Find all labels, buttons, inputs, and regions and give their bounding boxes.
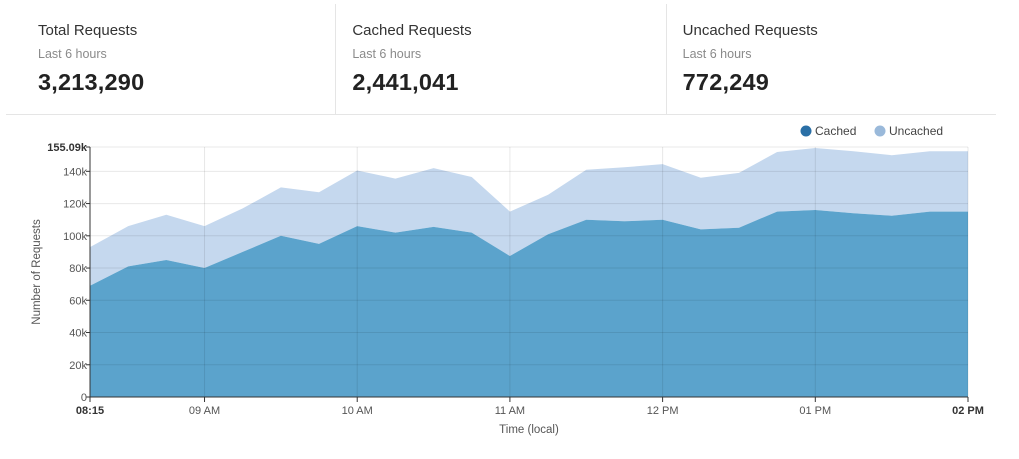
y-tick-label: 60k bbox=[69, 295, 87, 307]
stat-title: Cached Requests bbox=[352, 22, 472, 39]
legend: Cached Uncached bbox=[800, 124, 943, 138]
x-tick-label: 08:15 bbox=[76, 405, 104, 417]
stat-subtitle: Last 6 hours bbox=[38, 47, 107, 61]
stat-subtitle: Last 6 hours bbox=[352, 47, 422, 61]
legend-cached-swatch bbox=[800, 125, 812, 137]
y-tick-label: 120k bbox=[63, 199, 87, 211]
stat-value: 3,213,290 bbox=[38, 69, 145, 95]
y-axis-title: Number of Requests bbox=[31, 219, 43, 325]
x-tick-label: 01 PM bbox=[799, 405, 831, 417]
stat-value: 772,249 bbox=[682, 69, 770, 95]
legend-uncached-swatch bbox=[874, 125, 886, 137]
legend-uncached-label: Uncached bbox=[889, 124, 943, 138]
x-tick-label: 09 AM bbox=[189, 405, 220, 417]
stat-card-cached: Cached Requests Last 6 hours 2,441,041 bbox=[336, 4, 667, 114]
stat-title: Total Requests bbox=[38, 22, 138, 39]
stat-title: Uncached Requests bbox=[682, 22, 818, 39]
x-tick-label: 10 AM bbox=[342, 405, 373, 417]
stat-card-uncached: Uncached Requests Last 6 hours 772,249 bbox=[667, 4, 996, 114]
stat-card-total: Total Requests Last 6 hours 3,213,290 bbox=[6, 4, 337, 114]
y-tick-label: 0 bbox=[81, 392, 87, 404]
x-tick-label: 12 PM bbox=[647, 405, 679, 417]
x-axis-title: Time (local) bbox=[499, 424, 559, 436]
stats-row: Total Requests Last 6 hours 3,213,290 Ca… bbox=[6, 4, 996, 115]
y-tick-label: 140k bbox=[63, 166, 87, 178]
cached-area bbox=[90, 210, 968, 397]
stat-value: 2,441,041 bbox=[352, 69, 459, 95]
stat-subtitle: Last 6 hours bbox=[682, 47, 752, 61]
y-tick-label: 40k bbox=[69, 328, 87, 340]
x-tick-label: 11 AM bbox=[495, 405, 525, 417]
uncached-area bbox=[90, 148, 968, 286]
y-tick-label: 80k bbox=[69, 263, 87, 275]
y-tick-label: 100k bbox=[63, 231, 87, 243]
legend-cached-label: Cached bbox=[815, 124, 856, 138]
y-tick-label: 20k bbox=[69, 360, 87, 372]
y-tick-label: 155.09k bbox=[47, 142, 88, 154]
x-tick-label: 02 PM bbox=[952, 405, 984, 417]
